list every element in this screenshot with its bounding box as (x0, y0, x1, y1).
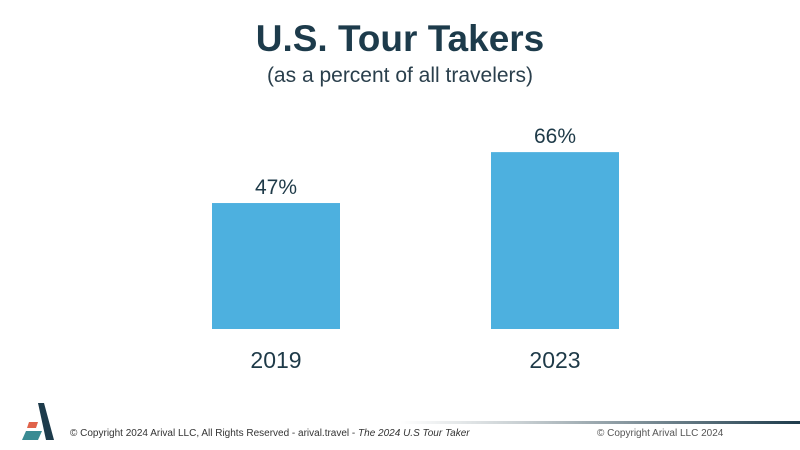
footer-left-text: © Copyright 2024 Arival LLC, All Rights … (70, 428, 359, 439)
category-label: 2023 (529, 347, 580, 373)
footer-divider (400, 421, 800, 424)
chart-subtitle: (as a percent of all travelers) (266, 64, 534, 87)
category-label: 2019 (250, 347, 301, 373)
value-label: 47% (255, 176, 297, 199)
footer-report-title: The 2024 U.S Tour Taker (358, 428, 470, 439)
bar-2019 (212, 203, 340, 329)
footer-copyright: © Copyright 2024 Arival LLC, All Rights … (70, 428, 470, 439)
chart-title: U.S. Tour Takers (255, 18, 545, 59)
bar-chart: 47% 2019 66% 2023 (212, 125, 619, 373)
arival-logo (22, 403, 54, 440)
bar-2023 (491, 152, 619, 329)
footer-right-copyright: © Copyright Arival LLC 2024 (597, 428, 724, 439)
value-label: 66% (534, 125, 576, 148)
